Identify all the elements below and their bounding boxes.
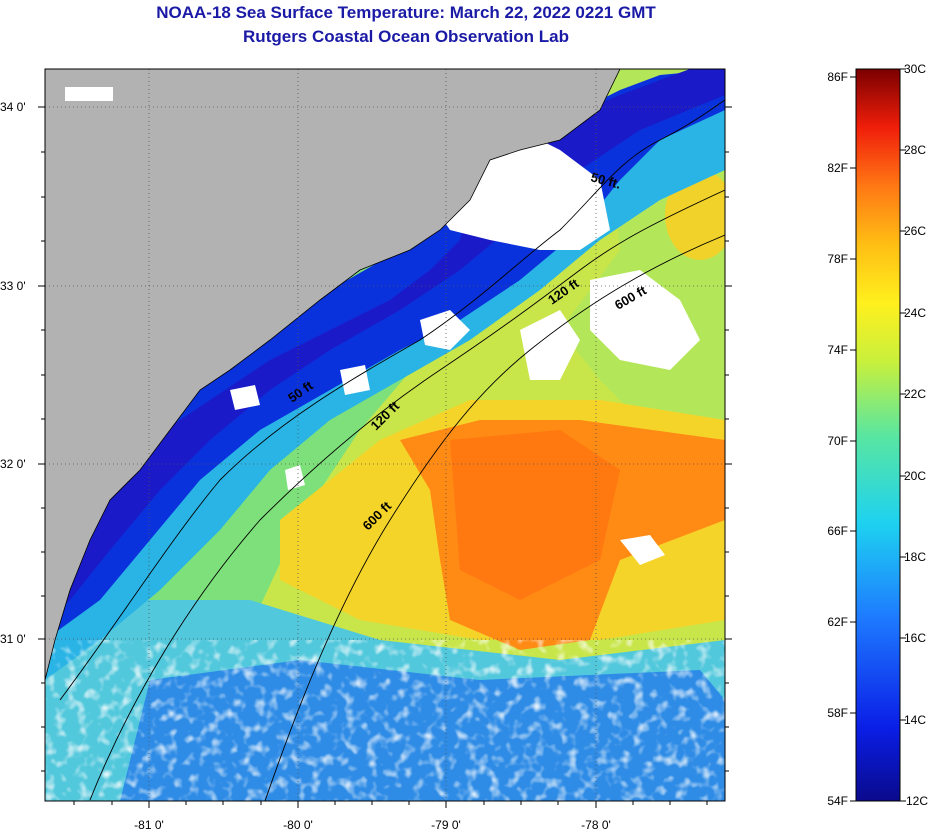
colorbar-f-70: 70F: [827, 434, 848, 448]
colorbar-c-22: 22C: [904, 387, 926, 401]
lat-label-31: 31 0': [0, 632, 26, 646]
lon-label-78: -78 0': [581, 818, 611, 832]
colorbar-f-54: 54F: [827, 794, 848, 808]
map-frame: [44, 68, 726, 802]
land-mass: [45, 69, 621, 681]
colorbar-c-16: 16C: [904, 631, 926, 645]
colorbar: 86F 82F 78F 74F 70F 66F 62F 58F 54F 30C …: [827, 62, 928, 808]
cloud-speckle-overlay: [45, 640, 725, 801]
colorbar-c-26: 26C: [904, 224, 926, 238]
lon-label-81: -81 0': [134, 818, 164, 832]
colorbar-f-62: 62F: [827, 615, 848, 629]
lat-label-33: 33 0': [0, 279, 26, 293]
colorbar-c-14: 14C: [904, 713, 926, 727]
colorbar-f-66: 66F: [827, 524, 848, 538]
colorbar-c-20: 20C: [904, 469, 926, 483]
inland-lake: [65, 87, 113, 101]
colorbar-f-78: 78F: [827, 252, 848, 266]
depth-contours: [59, 99, 725, 801]
sst-imagery: [45, 69, 725, 801]
lat-label-34: 34 0': [0, 100, 26, 114]
colorbar-ticks: [850, 68, 906, 802]
colorbar-f-74: 74F: [827, 343, 848, 357]
colorbar-f-82: 82F: [827, 161, 848, 175]
map-title: NOAA-18 Sea Surface Temperature: March 2…: [156, 3, 656, 22]
ne-warm-patch: [665, 170, 725, 260]
colorbar-f-58: 58F: [827, 706, 848, 720]
colorbar-f-86: 86F: [827, 70, 848, 84]
lon-label-80: -80 0': [283, 818, 313, 832]
gulf-stream-core: [450, 430, 620, 600]
colorbar-c-12: 12C: [906, 794, 928, 808]
axis-ticks: [38, 106, 732, 808]
lon-label-79: -79 0': [431, 818, 461, 832]
colorbar-c-30: 30C: [904, 62, 926, 76]
graticule: [45, 69, 725, 801]
colorbar-c-18: 18C: [904, 550, 926, 564]
lat-label-32: 32 0': [0, 457, 26, 471]
map-subtitle: Rutgers Coastal Ocean Observation Lab: [243, 27, 569, 46]
colorbar-c-24: 24C: [904, 306, 926, 320]
colorbar-gradient: [855, 68, 901, 802]
colorbar-c-28: 28C: [904, 143, 926, 157]
